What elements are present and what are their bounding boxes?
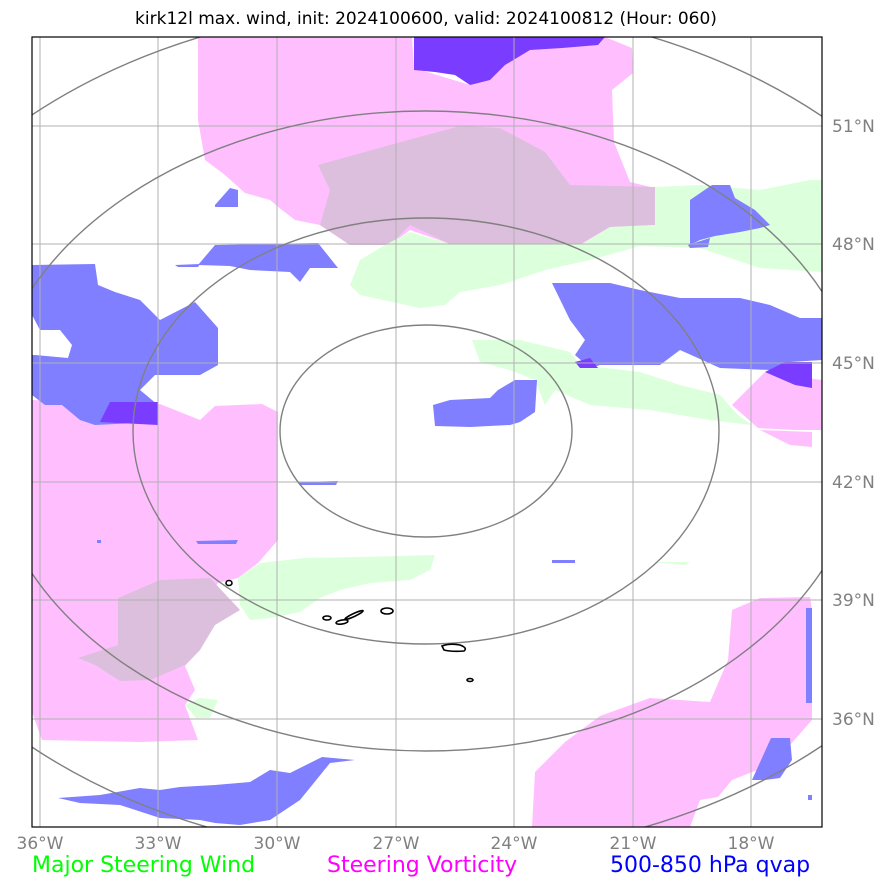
lat-tick-label: 36°N (832, 710, 875, 730)
wind-patch-southeast (652, 562, 690, 565)
range-ring-3 (32, 110, 822, 752)
qvap-dot-west (97, 540, 101, 543)
qvap-dark-region-west (100, 402, 158, 425)
qvap-streak-west (196, 540, 238, 544)
range-ring-2 (132, 217, 720, 645)
range-ring-1 (279, 324, 573, 538)
qvap-region-center (433, 380, 537, 427)
plot-frame (31, 36, 823, 828)
contour-d (344, 609, 364, 621)
max-wind-contours (225, 579, 474, 683)
vorticity-region-west (32, 400, 278, 742)
overlap-region-north (318, 126, 655, 245)
qvap-streak-southeast (552, 560, 575, 563)
lat-tick-label: 51°N (832, 117, 875, 137)
wind-band-south (238, 555, 435, 620)
lon-tick-label: 18°W (728, 834, 775, 854)
qvap-strip-east (806, 608, 812, 703)
overlap-layer (78, 126, 655, 681)
lat-tick-labels: 51°N 48°N 45°N 42°N 39°N 36°N (832, 117, 875, 730)
legend-qvap: 500-850 hPa qvap (610, 853, 811, 878)
qvap-patch-northwest (215, 188, 238, 207)
lat-tick-label: 48°N (832, 235, 875, 255)
qvap-streak-northwest (175, 264, 200, 267)
vorticity-sliver-east (760, 430, 812, 447)
overlap-region-west (78, 578, 240, 681)
lat-tick-label: 42°N (832, 473, 875, 493)
range-rings (32, 37, 822, 827)
legend-steering-wind: Major Steering Wind (32, 853, 256, 878)
qvap-dot-east (808, 795, 812, 800)
contour-a (225, 579, 233, 587)
qvap-region-west (32, 264, 218, 425)
legend-steering-vorticity: Steering Vorticity (327, 853, 518, 878)
map-title: kirk12l max. wind, init: 2024100600, val… (135, 9, 717, 29)
map-plot-area (32, 37, 822, 827)
wind-band-east (472, 340, 752, 425)
contour-f (440, 643, 467, 653)
map-grid (32, 37, 822, 827)
lat-tick-label: 45°N (832, 354, 875, 374)
lon-tick-label: 30°W (254, 834, 301, 854)
contour-g (466, 677, 474, 683)
qvap-region-northeast (690, 185, 770, 245)
contour-b (322, 615, 332, 621)
lon-tick-label: 21°W (610, 834, 657, 854)
qvap-region-south (58, 757, 355, 825)
qvap-streak-northeast (688, 238, 710, 248)
lon-tick-label: 27°W (373, 834, 420, 854)
vorticity-region-east (732, 372, 822, 430)
lon-tick-label: 33°W (135, 834, 182, 854)
qvap-region-east (552, 283, 822, 370)
lon-tick-labels: 36°W 33°W 30°W 27°W 24°W 21°W 18°W (17, 834, 775, 854)
lon-tick-label: 24°W (491, 834, 538, 854)
qvap-layer (32, 185, 822, 825)
lat-tick-label: 39°N (832, 591, 875, 611)
lon-tick-label: 36°W (17, 834, 64, 854)
qvap-region-northwest (198, 243, 338, 282)
qvap-dark-region-north (414, 37, 605, 85)
qvap-dark-region-east (765, 362, 812, 388)
contour-c (335, 618, 349, 626)
contour-e (380, 607, 394, 615)
